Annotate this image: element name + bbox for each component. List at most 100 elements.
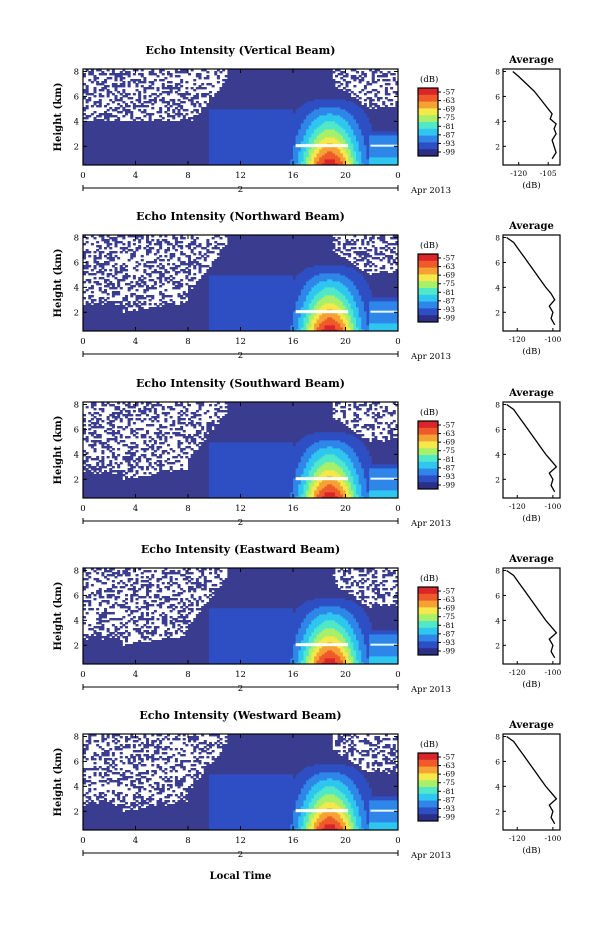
- echo-heatmap: [83, 402, 399, 499]
- x-tick-label: 8: [185, 836, 190, 846]
- day-label: 2: [238, 684, 243, 694]
- x-tick-label: 20: [340, 171, 351, 181]
- x-tick-label: 16: [288, 670, 299, 680]
- x-tick-label: 16: [288, 504, 299, 514]
- profile-x-tick-label: -100: [544, 834, 561, 843]
- profile-y-tick-label: 4: [495, 283, 500, 292]
- x-tick-label: 0: [80, 670, 85, 680]
- colorbar-tick-label: -93: [443, 139, 455, 148]
- x-tick-label: 0: [80, 171, 85, 181]
- profile-title: Average: [508, 55, 554, 66]
- colorbar-tick-label: -99: [443, 148, 455, 157]
- profile-x-tick-label: -120: [509, 502, 526, 511]
- profile-x-tick-label: -100: [544, 668, 561, 677]
- profile-x-label: (dB): [522, 679, 540, 690]
- x-tick-label: 20: [340, 670, 351, 680]
- profile-y-tick-label: 2: [495, 142, 500, 151]
- x-tick-label: 0: [80, 337, 85, 347]
- profile-y-tick-label: 4: [495, 616, 500, 625]
- profile-title: Average: [508, 554, 554, 565]
- profile-x-tick-label: -120: [510, 169, 527, 178]
- profile-frame: [502, 401, 561, 499]
- day-label: 2: [238, 518, 243, 528]
- x-tick-label: 0: [395, 337, 400, 347]
- bright-layer: [295, 144, 398, 148]
- colorbar-tick-label: -57: [443, 254, 455, 263]
- y-tick-label: 6: [74, 757, 79, 767]
- profile-y-tick-label: 2: [495, 807, 500, 816]
- profile-x-tick-label: -105: [540, 169, 557, 178]
- x-tick-label: 12: [235, 504, 246, 514]
- colorbar-tick-label: -75: [443, 279, 455, 288]
- x-tick-label: 16: [288, 337, 299, 347]
- colorbar-tick-label: -87: [443, 629, 455, 638]
- profile-y-tick-label: 8: [495, 233, 500, 242]
- colorbar-tick-label: -99: [443, 314, 455, 323]
- x-tick-label: 12: [235, 836, 246, 846]
- colorbar-tick-label: -57: [443, 587, 455, 596]
- x-tick-label: 0: [395, 836, 400, 846]
- x-tick-label: 12: [235, 337, 246, 347]
- colorbar-tick-label: -93: [443, 305, 455, 314]
- profile-x-label: (dB): [522, 845, 540, 856]
- y-tick-label: 8: [74, 67, 79, 77]
- colorbar-tick-label: -69: [443, 438, 455, 447]
- x-tick-label: 16: [288, 171, 299, 181]
- panel-0: Echo Intensity (Vertical Beam) 2 4 6 8 Height…: [53, 44, 561, 196]
- colorbar-tick-label: -81: [443, 288, 455, 297]
- profile-title: Average: [508, 720, 554, 731]
- colorbar-tick-label: -75: [443, 113, 455, 122]
- average-profile: Average 2 4 6 8 -120 -100 (dB): [495, 388, 561, 524]
- y-axis-label: Height (km): [53, 748, 64, 817]
- profile-y-tick-label: 2: [495, 475, 500, 484]
- colorbar-tick-label: -93: [443, 804, 455, 813]
- y-tick-label: 6: [74, 92, 79, 102]
- colorbar-unit: (dB): [420, 573, 438, 584]
- y-tick-label: 8: [74, 566, 79, 576]
- echo-heatmap: [83, 734, 399, 831]
- x-tick-label: 4: [133, 504, 138, 514]
- colorbar: -57-63-69-75-81-87-93-99: [417, 87, 455, 157]
- x-tick-label: 20: [340, 504, 351, 514]
- x-tick-label: 20: [340, 337, 351, 347]
- profile-y-tick-label: 6: [495, 591, 500, 600]
- y-tick-label: 2: [74, 475, 79, 485]
- colorbar-tick-label: -99: [443, 481, 455, 490]
- y-tick-label: 6: [74, 258, 79, 268]
- x-tick-label: 4: [133, 337, 138, 347]
- x-tick-label: 8: [185, 171, 190, 181]
- x-tick-label: 0: [80, 504, 85, 514]
- y-tick-label: 2: [74, 807, 79, 817]
- panel-title: Echo Intensity (Eastward Beam): [141, 543, 340, 556]
- x-axis-title: Local Time: [210, 871, 272, 882]
- panel-title: Echo Intensity (Westward Beam): [139, 709, 341, 722]
- colorbar-tick-label: -63: [443, 262, 455, 271]
- colorbar-tick-label: -57: [443, 753, 455, 762]
- colorbar-tick-label: -69: [443, 770, 455, 779]
- colorbar-tick-label: -63: [443, 761, 455, 770]
- y-axis-label: Height (km): [53, 582, 64, 651]
- profile-x-tick-label: -120: [509, 668, 526, 677]
- colorbar-tick-label: -81: [443, 787, 455, 796]
- profile-line: [512, 71, 557, 160]
- profile-line: [506, 735, 558, 825]
- y-tick-label: 6: [74, 425, 79, 435]
- day-label: 2: [238, 185, 243, 195]
- colorbar-unit: (dB): [420, 407, 438, 418]
- y-tick-label: 2: [74, 142, 79, 152]
- colorbar-unit: (dB): [420, 739, 438, 750]
- profile-x-tick-label: -120: [509, 834, 526, 843]
- colorbar-tick-label: -93: [443, 638, 455, 647]
- colorbar: -57-63-69-75-81-87-93-99: [417, 752, 455, 822]
- colorbar-unit: (dB): [420, 74, 438, 85]
- x-tick-label: 0: [395, 504, 400, 514]
- profile-y-tick-label: 6: [495, 425, 500, 434]
- y-tick-label: 4: [74, 782, 79, 792]
- colorbar-tick-label: -81: [443, 455, 455, 464]
- colorbar-tick-label: -87: [443, 463, 455, 472]
- y-tick-label: 4: [74, 616, 79, 626]
- colorbar-tick-label: -63: [443, 96, 455, 105]
- profile-x-tick-label: -120: [509, 335, 526, 344]
- x-tick-label: 16: [288, 836, 299, 846]
